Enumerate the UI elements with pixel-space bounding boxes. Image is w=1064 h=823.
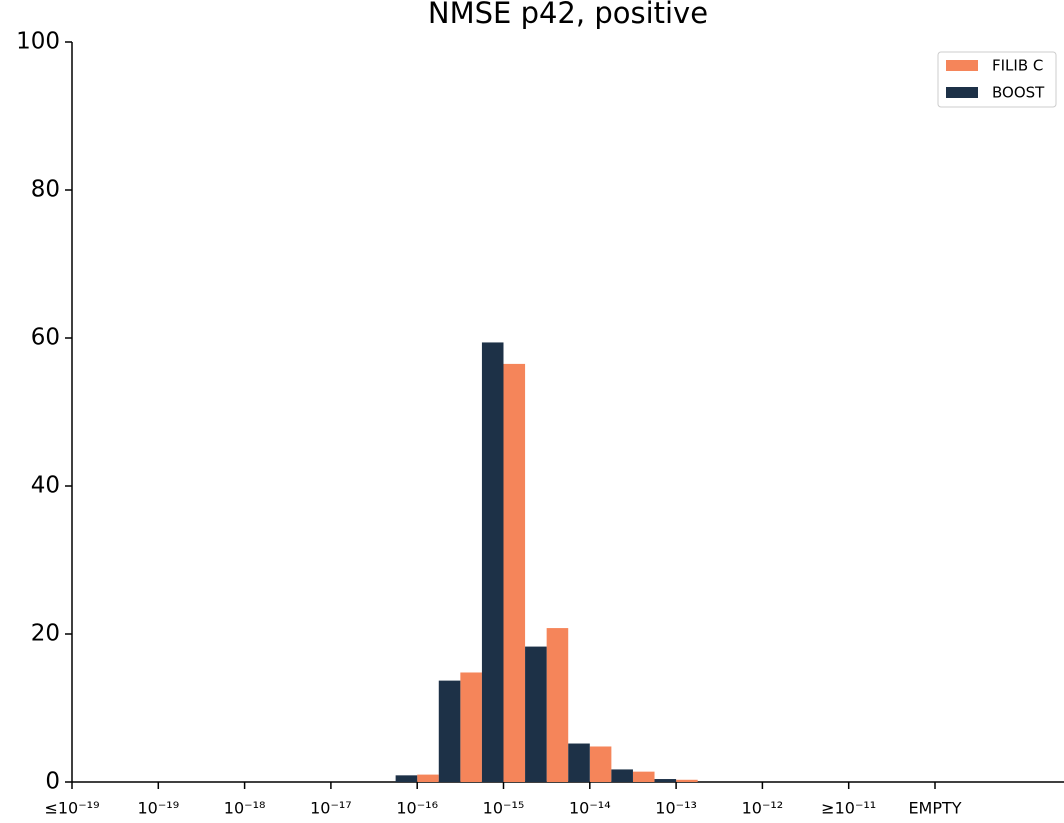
x-tick-label: ≤10⁻¹⁹ bbox=[44, 799, 99, 818]
y-tick-label: 20 bbox=[31, 621, 60, 647]
bar bbox=[460, 672, 482, 782]
bar bbox=[632, 771, 655, 782]
bar bbox=[654, 779, 677, 782]
legend-label: BOOST bbox=[992, 84, 1045, 102]
x-tick-label: ≥10⁻¹¹ bbox=[821, 799, 876, 818]
x-tick-label: 10⁻¹⁷ bbox=[310, 799, 352, 818]
bar bbox=[395, 775, 418, 782]
bar bbox=[417, 774, 439, 782]
legend-swatch bbox=[946, 60, 978, 71]
bar bbox=[481, 342, 504, 782]
legend-swatch bbox=[946, 87, 978, 98]
x-tick-label: 10⁻¹⁸ bbox=[224, 799, 266, 818]
x-tick-label: 10⁻¹² bbox=[742, 799, 784, 818]
y-tick-label: 40 bbox=[31, 473, 60, 499]
x-tick-label: 10⁻¹³ bbox=[655, 799, 697, 818]
y-tick-label: 100 bbox=[16, 29, 60, 55]
bar bbox=[568, 743, 590, 782]
chart-title: NMSE p42, positive bbox=[428, 0, 708, 30]
x-tick-label: 10⁻¹⁴ bbox=[569, 799, 611, 818]
bar bbox=[546, 628, 569, 782]
x-tick-label: 10⁻¹⁹ bbox=[137, 799, 179, 818]
y-tick-label: 80 bbox=[31, 177, 60, 203]
y-tick-label: 0 bbox=[45, 769, 60, 795]
legend-label: FILIB C bbox=[992, 57, 1043, 75]
bar bbox=[503, 363, 526, 782]
bar bbox=[676, 779, 698, 782]
x-tick-label: 10⁻¹⁵ bbox=[483, 799, 525, 818]
y-tick-label: 60 bbox=[31, 325, 60, 351]
bar bbox=[611, 769, 633, 782]
x-tick-label: EMPTY bbox=[908, 799, 961, 818]
bar bbox=[438, 680, 461, 782]
bar bbox=[525, 646, 547, 782]
bar bbox=[589, 746, 612, 782]
x-tick-label: 10⁻¹⁶ bbox=[396, 799, 438, 818]
